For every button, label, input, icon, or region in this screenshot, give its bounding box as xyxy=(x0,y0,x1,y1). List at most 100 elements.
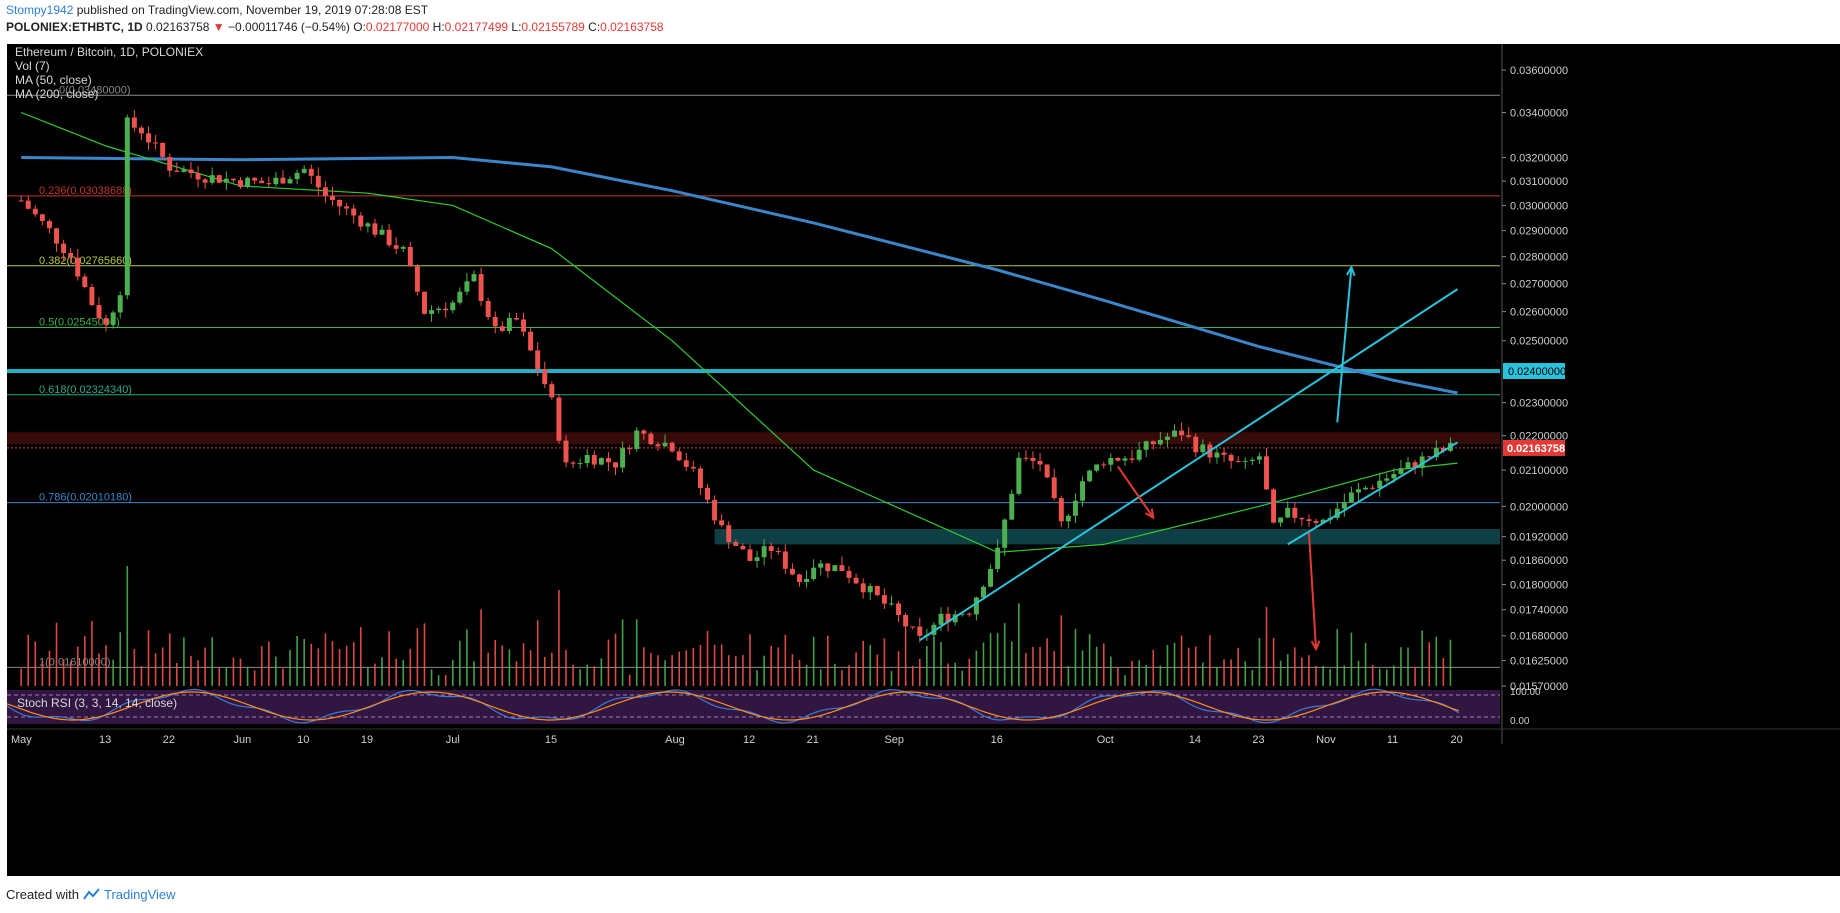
candle-body xyxy=(138,127,144,134)
candle-body xyxy=(1150,441,1156,445)
candle-body xyxy=(407,246,413,267)
candle-body xyxy=(223,178,229,183)
volume-bar xyxy=(41,661,44,686)
candle-body xyxy=(1341,502,1347,509)
candle-body xyxy=(280,177,286,184)
volume-bar xyxy=(402,659,405,686)
high-label: H: xyxy=(432,20,445,34)
candle-body xyxy=(506,317,512,331)
candle-body xyxy=(620,448,626,468)
close-label: C: xyxy=(588,20,601,34)
volume-bar xyxy=(635,619,638,686)
price-tick-label: 0.02000000 xyxy=(1510,501,1568,513)
candle-body xyxy=(1002,519,1008,548)
chart-background xyxy=(7,44,1840,876)
candle-body xyxy=(124,117,130,296)
time-tick-label: 11 xyxy=(1387,734,1398,746)
time-tick-label: 10 xyxy=(297,734,309,746)
volume-bar xyxy=(395,658,397,686)
volume-bar xyxy=(1286,654,1289,686)
candle-body xyxy=(549,384,555,398)
price-tick-label: 0.02300000 xyxy=(1510,398,1568,410)
candle-body xyxy=(903,614,909,627)
volume-bar xyxy=(1414,666,1416,686)
candle-body xyxy=(938,613,944,625)
volume-bar xyxy=(933,637,935,686)
resistance-price-tag xyxy=(1503,363,1565,380)
candle-body xyxy=(1384,478,1390,481)
volume-bar xyxy=(911,665,914,686)
volume-bar xyxy=(1187,647,1190,686)
candle-body xyxy=(492,316,498,327)
volume-bar xyxy=(805,664,808,686)
volume-bar xyxy=(558,589,560,686)
volume-bar xyxy=(324,633,327,686)
candle-body xyxy=(1186,435,1192,437)
price-tick-label: 0.02200000 xyxy=(1510,431,1568,443)
time-tick-label: 12 xyxy=(743,734,755,746)
candle-body xyxy=(1405,462,1411,469)
volume-bar xyxy=(55,622,58,686)
volume-bar xyxy=(996,632,999,686)
candle-body xyxy=(988,568,994,587)
author-link[interactable]: Stompy1942 xyxy=(6,3,74,17)
volume-bar xyxy=(713,644,716,686)
volume-bar xyxy=(1095,646,1098,686)
volume-bar xyxy=(621,619,624,686)
candle-body xyxy=(1299,517,1305,520)
candle-body xyxy=(641,430,647,434)
volume-bar xyxy=(1180,635,1183,686)
volume-bar xyxy=(1407,647,1409,686)
volume-bar xyxy=(565,649,567,686)
candle-body xyxy=(32,208,38,215)
volume-bar xyxy=(147,630,150,686)
change-value: −0.00011746 (−0.54%) xyxy=(228,20,350,34)
volume-bar xyxy=(1322,665,1324,686)
candle-body xyxy=(825,563,831,572)
volume-bar xyxy=(643,647,645,686)
candle-body xyxy=(471,274,477,282)
volume-bar xyxy=(437,675,440,686)
candle-body xyxy=(230,178,236,181)
volume-bar xyxy=(1046,638,1048,686)
red-arrow xyxy=(1117,466,1155,519)
price-tick-label: 0.03100000 xyxy=(1510,176,1568,188)
volume-bar xyxy=(260,646,263,686)
candle-body xyxy=(308,168,314,176)
volume-bar xyxy=(34,641,37,686)
volume-bar xyxy=(91,621,93,686)
chart-area[interactable]: 0(0.03480000) 0.236(0.03038688) 0.382(0.02… xyxy=(6,44,1840,876)
volume-bar xyxy=(1357,660,1360,686)
time-tick-label: 13 xyxy=(99,734,111,746)
candle-body xyxy=(1412,462,1418,468)
candle-body xyxy=(804,578,810,583)
close-value: 0.02163758 xyxy=(600,20,664,34)
candle-body xyxy=(966,613,972,615)
candle-body xyxy=(1094,464,1100,471)
fib-label: 0(0.03480000) xyxy=(59,84,131,96)
time-tick-label: 19 xyxy=(361,734,373,746)
candle-body xyxy=(1264,456,1269,490)
price-chart-svg[interactable]: 0(0.03480000) 0.236(0.03038688) 0.382(0.02… xyxy=(6,44,1840,876)
volume-bar xyxy=(126,566,129,686)
candle-body xyxy=(627,448,633,450)
volume-bar xyxy=(1385,669,1388,686)
volume-bar xyxy=(784,634,787,686)
tradingview-brand[interactable]: TradingView xyxy=(104,887,176,902)
candle-body xyxy=(421,291,427,314)
candle-body xyxy=(1030,457,1036,461)
volume-bar xyxy=(253,670,256,686)
candle-body xyxy=(216,175,222,183)
candle-body xyxy=(202,179,208,183)
volume-bar xyxy=(296,635,298,686)
candle-body xyxy=(68,253,74,258)
candle-body xyxy=(1122,458,1128,461)
volume-bar xyxy=(593,666,596,686)
candle-body xyxy=(860,583,866,593)
last-price-tag xyxy=(1503,439,1565,456)
volume-bar xyxy=(1053,651,1056,686)
candle-body xyxy=(782,551,788,569)
volume-bar xyxy=(218,668,221,686)
price-tick-label: 0.01570000 xyxy=(1510,681,1568,693)
candle-body xyxy=(1433,447,1439,458)
